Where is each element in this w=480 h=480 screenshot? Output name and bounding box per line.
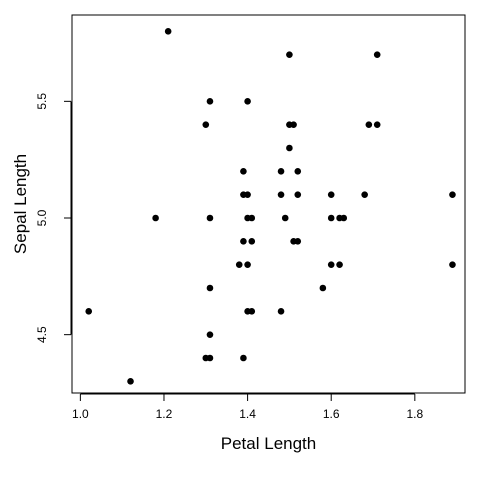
x-tick-label: 1.8 <box>406 407 423 421</box>
x-tick-label: 1.2 <box>156 407 173 421</box>
data-point <box>373 51 381 58</box>
data-point <box>319 284 327 292</box>
data-point <box>449 261 456 268</box>
data-point <box>202 121 210 128</box>
data-point <box>206 98 214 105</box>
data-point <box>294 238 302 245</box>
data-point <box>294 191 302 198</box>
data-point <box>327 191 335 198</box>
data-point <box>248 238 256 245</box>
data-point <box>277 308 285 315</box>
plot-frame <box>71 14 466 394</box>
data-point <box>164 28 172 35</box>
data-point <box>336 261 343 268</box>
data-point <box>290 121 297 128</box>
x-axis-title: Petal Length <box>221 434 316 453</box>
y-axis: 4.5 5.0 5.5 <box>35 93 72 343</box>
data-point <box>244 98 251 105</box>
data-point <box>286 144 293 152</box>
data-point <box>240 168 247 175</box>
data-point <box>244 191 251 198</box>
data-point <box>361 191 368 198</box>
data-point <box>277 191 285 198</box>
data-point <box>206 354 214 362</box>
data-point <box>206 284 214 292</box>
data-point <box>327 261 335 268</box>
data-point <box>248 214 256 222</box>
x-tick-label: 1.4 <box>239 407 256 421</box>
data-point <box>206 331 214 338</box>
x-tick-label: 1.0 <box>72 407 89 421</box>
x-tick-label: 1.6 <box>323 407 340 421</box>
data-point <box>340 214 348 222</box>
data-point <box>206 214 214 222</box>
data-point <box>235 261 243 268</box>
data-point <box>365 121 373 128</box>
data-point <box>286 51 293 58</box>
data-point <box>240 354 247 362</box>
y-tick-label: 5.5 <box>35 93 49 110</box>
data-point <box>85 308 93 315</box>
data-points <box>85 28 456 385</box>
data-point <box>373 121 381 128</box>
data-point <box>327 214 335 222</box>
y-tick-label: 5.0 <box>35 209 49 226</box>
data-point <box>277 168 285 175</box>
data-point <box>449 191 456 198</box>
x-axis: 1.0 1.2 1.4 1.6 1.8 <box>72 393 423 421</box>
data-point <box>152 214 159 222</box>
y-tick-label: 4.5 <box>35 326 49 343</box>
data-point <box>240 238 247 245</box>
data-point <box>244 261 251 268</box>
data-point <box>248 308 256 315</box>
data-point <box>294 168 302 175</box>
data-point <box>281 214 289 222</box>
data-point <box>127 378 134 385</box>
y-axis-title: Sepal Length <box>11 154 30 254</box>
